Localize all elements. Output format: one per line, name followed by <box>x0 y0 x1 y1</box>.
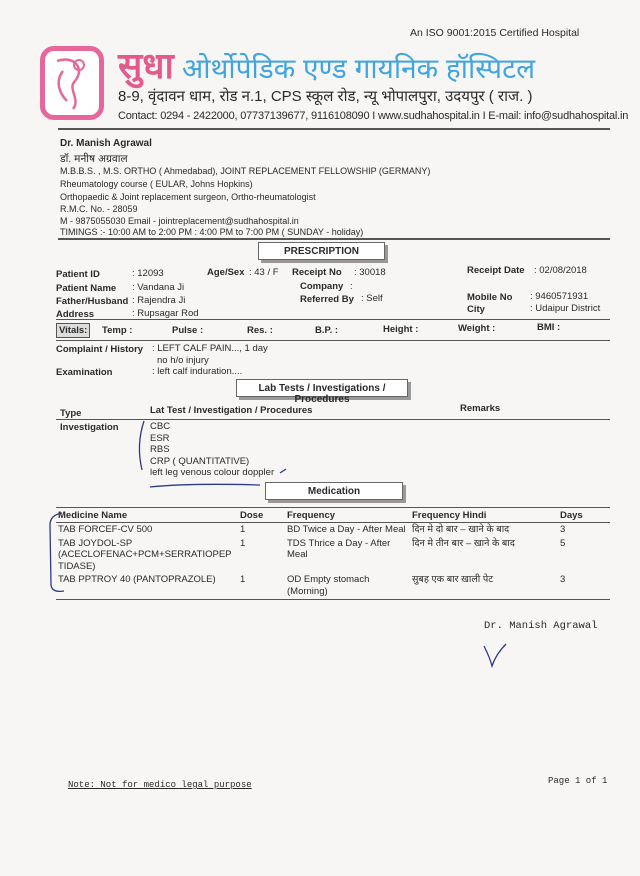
column-header: Dose <box>238 507 285 523</box>
medicine-frequency-hindi: सुबह एक बार खाली पेट <box>410 573 558 600</box>
vitals-label: Vitals: <box>56 323 91 338</box>
legal-note: Note: Not for medico legal purpose <box>68 780 252 790</box>
page-number: Page 1 of 1 <box>548 776 608 786</box>
lab-item: left leg venous colour doppler <box>150 467 275 478</box>
hospital-name-blue: ओर्थोपेडिक एण्ड गायनिक हॉस्पिटल <box>181 53 536 84</box>
label: Company <box>300 281 344 292</box>
divider <box>56 340 610 341</box>
medicine-dose: 1 <box>238 573 285 600</box>
doctor-specialty: Orthopaedic & Joint replacement surgeon,… <box>60 192 316 202</box>
medicine-frequency-hindi: दिन मे तीन बार – खाने के बाद <box>412 537 515 549</box>
divider <box>58 128 610 130</box>
hospital-contact: Contact: 0294 - 2422000, 07737139677, 91… <box>118 110 629 122</box>
doctor-name: Dr. Manish Agrawal <box>60 138 152 149</box>
patient-father: : Rajendra Ji <box>132 295 186 306</box>
vitals-weight: Weight : <box>458 323 496 334</box>
signature-name: Dr. Manish Agrawal <box>484 620 598 632</box>
company: : <box>350 281 353 292</box>
patient-address: : Rupsagar Rod <box>132 308 199 319</box>
lab-items: CBC ESR RBS CRP ( QUANTITATIVE) left leg… <box>150 421 274 479</box>
hospital-name-pink: सुधा <box>118 45 174 86</box>
vitals-temp: Temp : <box>102 325 133 336</box>
medicine-days: 3 <box>558 573 610 600</box>
label: Age/Sex <box>207 267 245 278</box>
medicine-name: TAB PPTROY 40 (PANTOPRAZOLE) <box>56 573 238 600</box>
doctor-course: Rheumatology course ( EULAR, Johns Hopki… <box>60 179 253 189</box>
medication-title: Medication <box>265 482 403 500</box>
label: Father/Husband <box>56 296 129 307</box>
label: City <box>467 304 485 315</box>
patient-agesex: : 43 / F <box>249 267 279 278</box>
table-row: TAB PPTROY 40 (PANTOPRAZOLE) 1 OD Empty … <box>56 573 610 600</box>
column-header: Frequency <box>285 507 410 523</box>
vitals-bmi: BMI : <box>537 322 561 333</box>
medicine-dose: 1 <box>240 537 246 549</box>
patient-name: : Vandana Ji <box>132 282 185 293</box>
column-header: Medicine Name <box>56 507 238 523</box>
vitals-res: Res. : <box>247 325 273 336</box>
lab-item: CBC <box>150 421 171 432</box>
medicine-frequency-hindi: दिन मे दो बार – खाने के बाद <box>412 524 510 535</box>
city: : Udaipur District <box>530 303 601 314</box>
receipt-no: : 30018 <box>354 267 386 278</box>
column-header: Type <box>60 408 82 419</box>
label: Receipt No <box>292 267 342 278</box>
label: Receipt Date <box>467 265 525 276</box>
medication-table: Medicine Name Dose Frequency Frequency H… <box>56 507 610 600</box>
doctor-timings: TIMINGS :- 10:00 AM to 2:00 PM : 4:00 PM… <box>60 227 364 237</box>
table-header-row: Medicine Name Dose Frequency Frequency H… <box>56 507 610 523</box>
column-header: Remarks <box>460 403 501 414</box>
doctor-qualification: M.B.B.S. , M.S. ORTHO ( Ahmedabad), JOIN… <box>60 166 431 176</box>
complaint-text: : LEFT CALF PAIN..., 1 day <box>152 343 268 354</box>
patient-id: : 12093 <box>132 268 164 279</box>
examination-text: : left calf induration.... <box>152 366 243 377</box>
iso-certification: An ISO 9001:2015 Certified Hospital <box>410 27 580 39</box>
pen-bracket <box>49 512 65 593</box>
doctor-contact: M - 9875055030 Email - jointreplacement@… <box>60 216 299 226</box>
doctor-name-hindi: डॉ. मनीष अग्रवाल <box>60 153 128 165</box>
label: Referred By <box>300 294 354 305</box>
complaint-label: Complaint / History <box>56 344 144 355</box>
medicine-frequency: OD Empty stomach (Morning) <box>285 573 410 600</box>
hospital-address: 8-9, वृंदावन धाम, रोड न.1, CPS स्कूल रोड… <box>118 88 533 105</box>
pen-marks <box>138 420 287 488</box>
lab-type: Investigation <box>60 422 119 433</box>
table-row: TAB JOYDOL-SP (ACECLOFENAC+PCM+SERRATIOP… <box>56 537 610 574</box>
medicine-name: TAB FORCEF-CV 500 <box>58 524 153 535</box>
medicine-days: 3 <box>560 524 566 535</box>
vitals-pulse: Pulse : <box>172 325 204 336</box>
hospital-logo <box>40 46 104 120</box>
divider <box>58 238 610 240</box>
mobile-no: : 9460571931 <box>530 291 589 302</box>
receipt-date: : 02/08/2018 <box>534 265 587 276</box>
lab-item: RBS <box>150 444 170 455</box>
divider <box>56 419 610 420</box>
referred-by: : Self <box>361 293 383 304</box>
hospital-name: सुधा ओर्थोपेडिक एण्ड गायनिक हॉस्पिटल <box>118 40 535 89</box>
column-header: Frequency Hindi <box>410 507 558 523</box>
medicine-frequency: TDS Thrice a Day - After Meal <box>287 537 391 561</box>
label: Address <box>56 309 95 320</box>
vitals-bp: B.P. : <box>315 325 339 336</box>
label: Patient ID <box>56 269 100 280</box>
column-header: Lat Test / Investigation / Procedures <box>150 405 313 416</box>
divider <box>56 319 610 320</box>
doctor-rmc: R.M.C. No. - 28059 <box>60 204 138 214</box>
complaint-text: no h/o injury <box>157 355 209 366</box>
medicine-name: TAB JOYDOL-SP (ACECLOFENAC+PCM+SERRATIOP… <box>58 537 232 572</box>
examination-label: Examination <box>56 367 113 378</box>
label: Mobile No <box>467 292 513 303</box>
table-row: TAB FORCEF-CV 500 1 BD Twice a Day - Aft… <box>56 523 610 537</box>
column-header: Days <box>558 507 610 523</box>
lab-tests-title: Lab Tests / Investigations / Procedures <box>236 379 408 405</box>
prescription-title: PRESCRIPTION <box>258 242 385 260</box>
medicine-days: 5 <box>560 537 566 549</box>
label: Patient Name <box>56 283 117 294</box>
lab-item: ESR <box>150 432 170 444</box>
signature <box>483 643 507 669</box>
medicine-dose: 1 <box>240 524 246 535</box>
vitals-height: Height : <box>383 324 419 335</box>
lab-item: CRP ( QUANTITATIVE) <box>150 455 250 467</box>
medicine-frequency: BD Twice a Day - After Meal <box>287 524 406 535</box>
